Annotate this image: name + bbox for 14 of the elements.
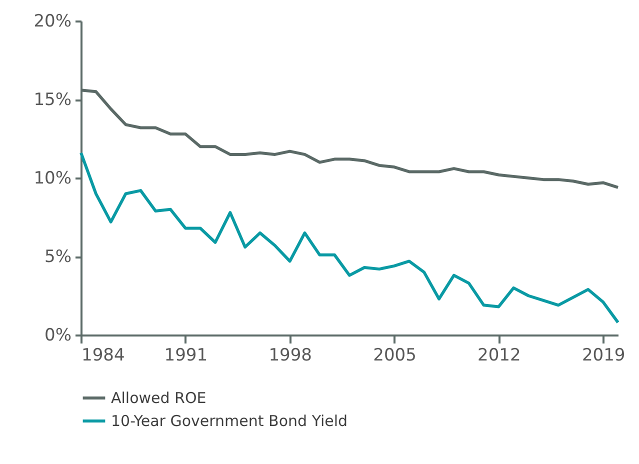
- x-tick-label: 2012: [478, 346, 521, 366]
- y-tick-label: 10%: [34, 168, 72, 188]
- legend-label: 10-Year Government Bond Yield: [111, 412, 348, 430]
- y-tick-label: 5%: [44, 247, 72, 267]
- line-series: [80, 151, 620, 324]
- x-tick-label: 2005: [373, 346, 416, 366]
- y-tick-label: 15%: [34, 90, 72, 110]
- x-tick-label: 2019: [582, 346, 626, 366]
- legend-label: Allowed ROE: [111, 389, 206, 407]
- y-tick-label: 0%: [44, 326, 72, 346]
- x-tick-label: 1991: [164, 346, 208, 366]
- y-tick-label: 20%: [34, 12, 72, 32]
- x-tick-label: 1984: [82, 346, 125, 366]
- x-tick-label: 1998: [268, 346, 312, 366]
